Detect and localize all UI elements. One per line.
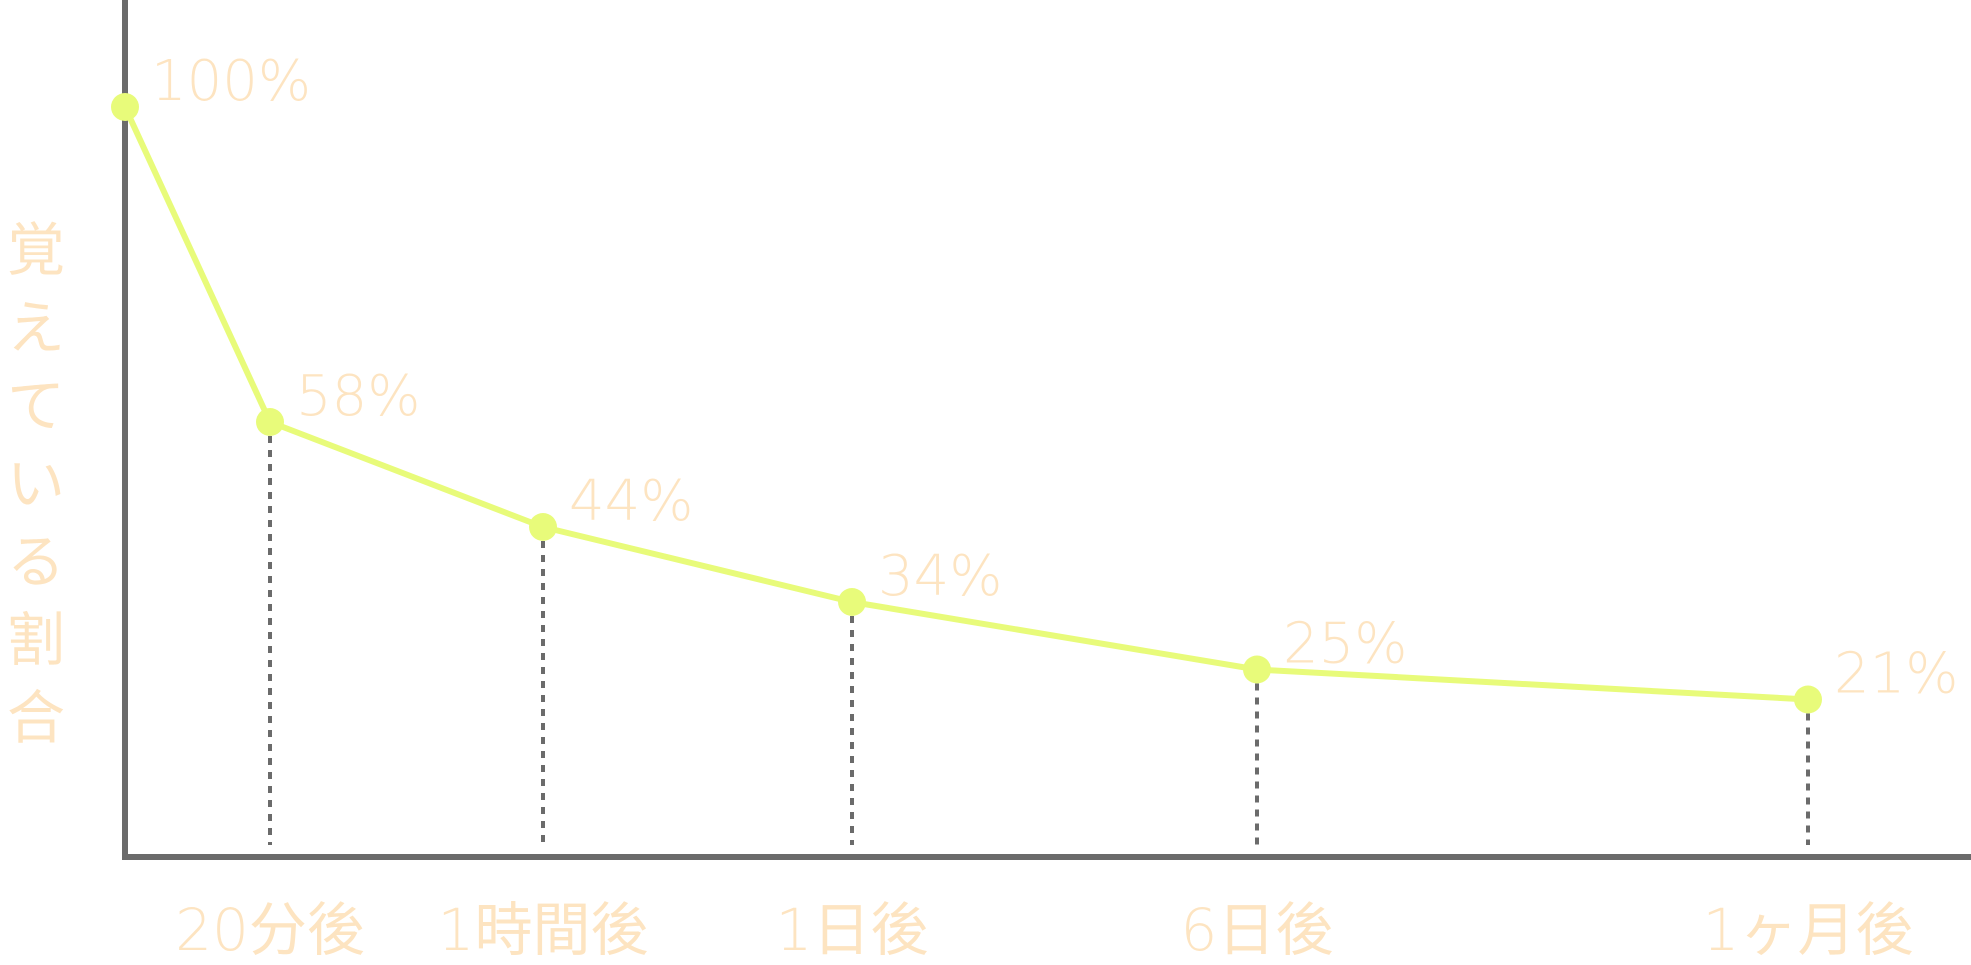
y-axis-label-char: 割 <box>7 606 65 674</box>
y-axis-label-char: る <box>7 528 65 596</box>
series-line <box>122 105 1809 703</box>
y-axis-label-char: え <box>7 294 65 362</box>
x-tick-labels: 20分後 1時間後 1日後 6日後 1ヶ月後 <box>175 896 1913 964</box>
data-label: 25% <box>1283 612 1407 677</box>
data-label: 44% <box>569 469 693 534</box>
x-tick-label: 20分後 <box>175 896 365 964</box>
x-tick-label: 1時間後 <box>438 896 649 964</box>
data-label: 58% <box>296 364 420 429</box>
y-axis-label-char: 合 <box>7 684 65 752</box>
drop-lines <box>268 422 1810 845</box>
x-tick-label: 6日後 <box>1181 896 1334 964</box>
y-axis-label-char: て <box>7 372 65 440</box>
data-label: 34% <box>878 544 1002 609</box>
data-point <box>1243 655 1271 684</box>
data-point <box>1794 685 1822 714</box>
x-tick-label: 1日後 <box>776 896 929 964</box>
data-point <box>111 93 139 121</box>
y-axis-label-char: 覚 <box>7 216 65 284</box>
data-labels: 100% 58% 44% 34% 25% 21% <box>151 49 1958 707</box>
data-point <box>529 513 557 541</box>
data-points <box>111 93 1822 714</box>
data-label: 21% <box>1834 642 1958 707</box>
data-point <box>256 408 284 436</box>
x-tick-label: 1ヶ月後 <box>1703 896 1914 964</box>
data-label: 100% <box>151 49 311 114</box>
data-point <box>838 588 866 616</box>
y-axis-label-char: い <box>7 450 65 518</box>
